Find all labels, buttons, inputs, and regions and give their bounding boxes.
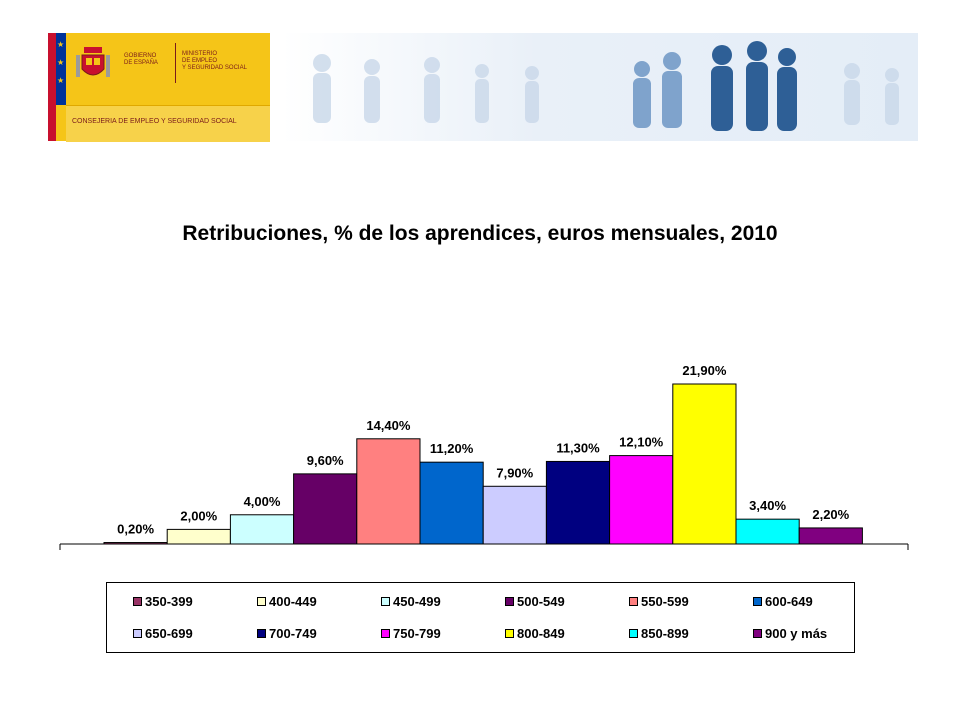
header-banner: ★ ★ ★ GOBIERNO DE ESPAÑA MINISTERIO DE E… <box>48 33 918 142</box>
legend-item: 900 y más <box>753 626 827 641</box>
legend-swatch <box>381 629 390 638</box>
star-icon: ★ <box>57 40 65 49</box>
data-label-1: 0,20% <box>117 522 154 537</box>
legend-item: 400-449 <box>257 594 317 609</box>
legend-label: 550-599 <box>641 594 689 609</box>
legend-swatch <box>133 597 142 606</box>
legend-item: 550-599 <box>629 594 689 609</box>
data-label-11: 3,40% <box>749 498 786 513</box>
legend-swatch <box>257 629 266 638</box>
data-label-2: 2,00% <box>180 508 217 523</box>
bar-10 <box>672 383 737 545</box>
legend-label: 850-899 <box>641 626 689 641</box>
people-silhouettes-image <box>282 33 918 141</box>
consejeria-label: CONSEJERIA DE EMPLEO Y SEGURIDAD SOCIAL <box>72 118 237 125</box>
star-icon: ★ <box>57 76 65 85</box>
logo-divider <box>175 43 176 83</box>
legend-item: 700-749 <box>257 626 317 641</box>
coat-of-arms-icon <box>76 47 110 77</box>
data-label-3: 4,00% <box>244 494 281 509</box>
bar-11 <box>735 518 800 545</box>
legend-label: 650-699 <box>145 626 193 641</box>
bar-1 <box>103 542 168 545</box>
flag-stripe-red <box>48 33 56 141</box>
data-label-5: 14,40% <box>366 418 411 433</box>
legend-item: 750-799 <box>381 626 441 641</box>
legend-item: 350-399 <box>133 594 193 609</box>
legend-swatch <box>133 629 142 638</box>
data-label-8: 11,30% <box>556 440 600 455</box>
legend-label: 800-849 <box>517 626 565 641</box>
data-label-4: 9,60% <box>307 453 344 468</box>
legend-item: 500-549 <box>505 594 565 609</box>
bar-4 <box>293 473 358 545</box>
data-label-9: 12,10% <box>619 435 664 450</box>
legend-swatch <box>505 629 514 638</box>
legend-label: 450-499 <box>393 594 441 609</box>
legend-swatch <box>753 597 762 606</box>
government-logo: ★ ★ ★ GOBIERNO DE ESPAÑA MINISTERIO DE E… <box>48 33 270 142</box>
legend-label: 350-399 <box>145 594 193 609</box>
legend-swatch <box>381 597 390 606</box>
data-label-6: 11,20% <box>430 441 474 456</box>
data-label-12: 2,20% <box>812 507 849 522</box>
bar-6 <box>419 461 484 545</box>
flag-stripe-blue <box>56 33 66 105</box>
legend-label: 750-799 <box>393 626 441 641</box>
bar-12 <box>798 527 863 545</box>
legend-item: 600-649 <box>753 594 813 609</box>
legend-label: 400-449 <box>269 594 317 609</box>
bar-9 <box>609 455 674 545</box>
star-icon: ★ <box>57 58 65 67</box>
data-label-7: 7,90% <box>496 465 533 480</box>
bar-5 <box>356 438 421 545</box>
chart-legend: 350-399 400-449 450-499 500-549 550-599 600-6… <box>106 582 855 653</box>
legend-item: 450-499 <box>381 594 441 609</box>
bar-2 <box>166 528 231 545</box>
legend-item: 650-699 <box>133 626 193 641</box>
ministerio-label: MINISTERIO DE EMPLEO Y SEGURIDAD SOCIAL <box>182 51 247 71</box>
bar-8 <box>545 460 611 545</box>
legend-swatch <box>753 629 762 638</box>
legend-label: 900 y más <box>765 626 828 641</box>
legend-item: 850-899 <box>629 626 689 641</box>
consejeria-strip: CONSEJERIA DE EMPLEO Y SEGURIDAD SOCIAL <box>66 105 270 142</box>
bar-3 <box>229 514 295 545</box>
chart-title: Retribuciones, % de los aprendices, euro… <box>182 222 778 245</box>
bar-7 <box>482 485 547 545</box>
legend-item: 800-849 <box>505 626 565 641</box>
legend-swatch <box>257 597 266 606</box>
gobierno-label: GOBIERNO DE ESPAÑA <box>124 53 158 66</box>
legend-label: 600-649 <box>765 594 813 609</box>
data-label-10: 21,90% <box>682 363 727 378</box>
legend-swatch <box>629 597 638 606</box>
legend-swatch <box>629 629 638 638</box>
legend-swatch <box>505 597 514 606</box>
legend-label: 700-749 <box>269 626 317 641</box>
legend-label: 500-549 <box>517 594 565 609</box>
